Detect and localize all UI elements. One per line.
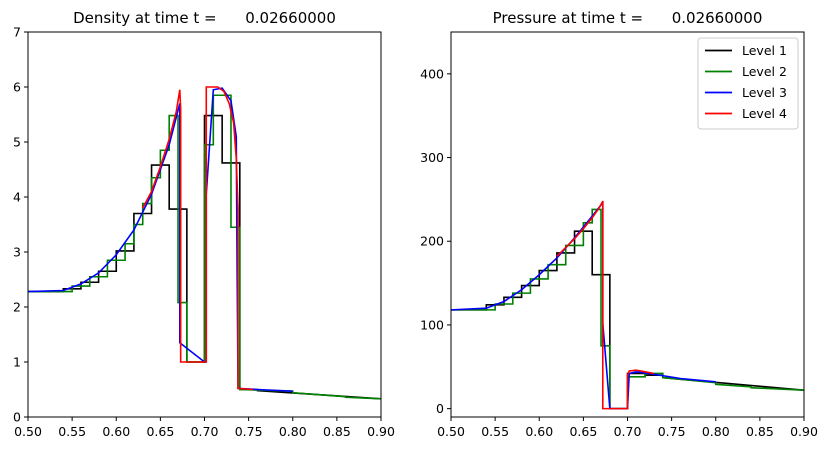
y-tick-label: 300: [420, 150, 444, 165]
legend-label: Level 3: [742, 85, 787, 100]
x-tick-label: 0.70: [614, 424, 642, 439]
x-tick-label: 0.85: [746, 424, 774, 439]
y-tick-label: 2: [13, 300, 21, 315]
y-tick-label: 0: [13, 410, 21, 425]
y-tick-label: 200: [420, 234, 444, 249]
x-tick-label: 0.55: [58, 424, 86, 439]
y-tick-label: 6: [13, 80, 21, 95]
legend-label: Level 2: [742, 64, 787, 79]
x-tick-label: 0.90: [790, 424, 818, 439]
x-tick-label: 0.75: [658, 424, 686, 439]
y-tick-label: 5: [13, 135, 21, 150]
series-line-1-3: [556, 200, 655, 410]
x-tick-label: 0.65: [146, 424, 174, 439]
legend-label: Level 4: [742, 106, 787, 121]
x-tick-label: 0.90: [367, 424, 395, 439]
pressure-chart: 0.50 0.55 0.60 0.65 0.70 0.75 0.80 0.85 0.90 0 100…: [420, 9, 818, 439]
x-tick-label: 0.80: [702, 424, 730, 439]
density-chart: 0.50 0.55 0.60 0.65 0.70 0.75 0.80 0.85 0.90 0 1 2 3…: [13, 9, 395, 439]
x-tick-label: 0.50: [14, 424, 42, 439]
x-tick-label: 0.70: [191, 424, 219, 439]
y-tick-label: 400: [420, 66, 444, 81]
x-tick-label: 0.65: [569, 424, 597, 439]
y-tick-label: 1: [13, 355, 21, 370]
x-tick-label: 0.60: [525, 424, 553, 439]
y-tick-label: 3: [13, 245, 21, 260]
x-tick-label: 0.55: [481, 424, 509, 439]
series-line-0-3: [142, 86, 254, 391]
y-tick-label: 7: [13, 25, 21, 40]
x-tick-label: 0.85: [323, 424, 351, 439]
x-tick-label: 0.75: [235, 424, 263, 439]
x-tick-label: 0.60: [102, 424, 130, 439]
chart-title: Density at time t = 0.02660000: [73, 9, 336, 27]
y-tick-label: 0: [436, 401, 444, 416]
y-tick-label: 100: [420, 317, 444, 332]
x-tick-label: 0.80: [279, 424, 307, 439]
chart-title: Pressure at time t = 0.02660000: [493, 9, 763, 27]
legend-label: Level 1: [742, 43, 787, 58]
x-tick-label: 0.50: [437, 424, 465, 439]
y-tick-label: 4: [13, 190, 21, 205]
legend-box: [697, 37, 799, 130]
series-line-0-2: [28, 87, 293, 392]
